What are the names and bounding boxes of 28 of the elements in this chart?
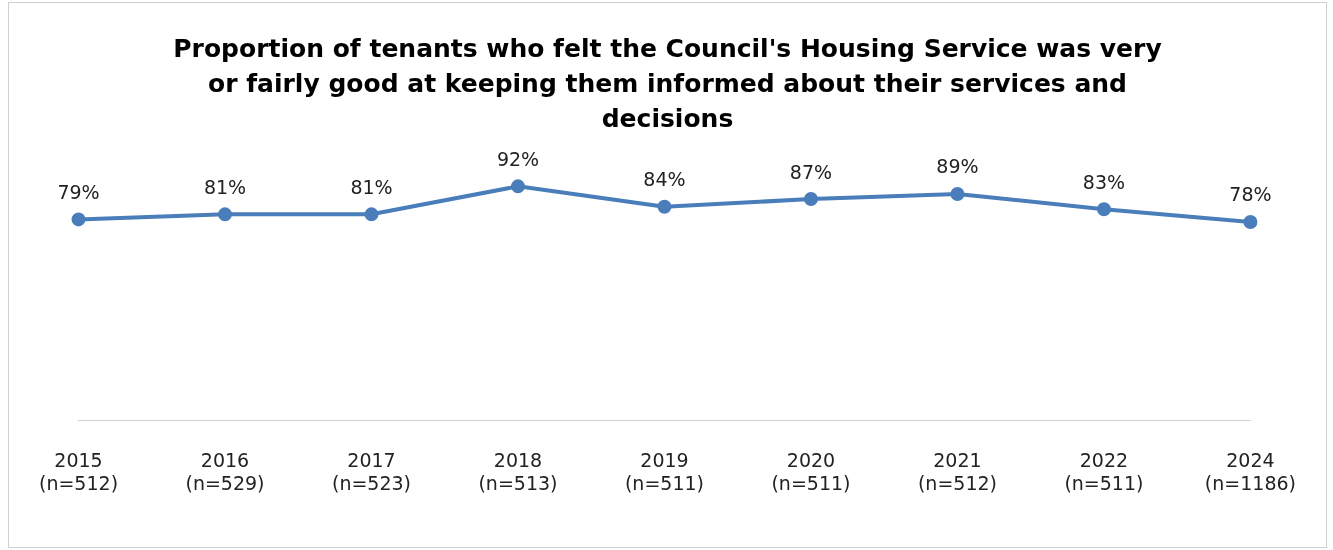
x-tick-label: 2024 (n=1186) (1204, 448, 1296, 494)
point (510, 179, 525, 194)
data-label: 87% (789, 160, 833, 183)
x-tick-label: 2019 (n=511) (624, 448, 705, 494)
data-label: 81% (203, 175, 247, 198)
point (218, 207, 233, 222)
data-label: 83% (1082, 170, 1126, 193)
chart-title: Proportion of tenants who felt the Council's Housing Service was very or fairly good at keeping them informed about their services and decisions (172, 33, 1163, 135)
x-tick-label: 2015 (n=512) (38, 448, 119, 494)
x-tick-label: 2017 (n=523) (331, 448, 412, 494)
x-tick-label: 2016 (n=529) (185, 448, 265, 494)
point (803, 192, 818, 207)
data-label: 81% (350, 175, 393, 198)
point (1096, 202, 1111, 217)
x-tick-label: 2021 (n=512) (917, 448, 997, 494)
point (364, 207, 379, 222)
point (71, 212, 86, 227)
point (950, 186, 965, 201)
point (657, 199, 672, 214)
data-label: 84% (643, 168, 686, 191)
x-tick-label: 2022 (n=511) (1064, 448, 1144, 494)
data-label: 79% (57, 180, 100, 203)
data-label: 78% (1229, 183, 1272, 206)
x-tick-label: 2020 (n=511) (771, 448, 851, 494)
data-label: 89% (936, 155, 979, 178)
point (1243, 214, 1258, 229)
x-tick-label: 2018 (n=513) (478, 448, 558, 494)
data-label: 92% (496, 147, 540, 170)
